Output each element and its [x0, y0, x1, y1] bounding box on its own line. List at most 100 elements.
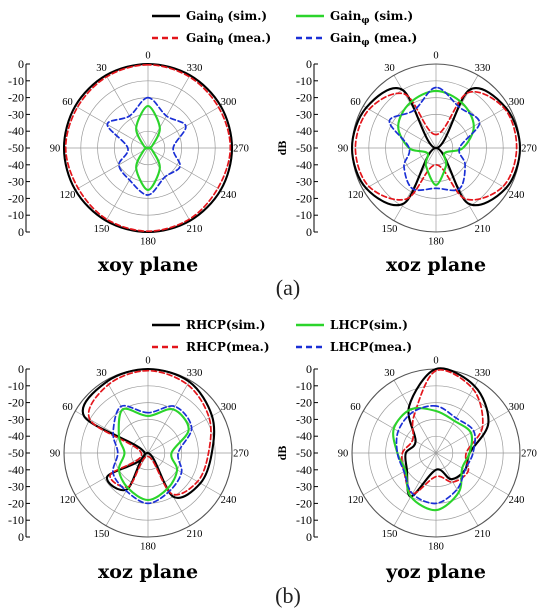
data-point: [445, 165, 446, 166]
data-point: [106, 76, 107, 77]
data-point: [152, 145, 153, 146]
data-point: [435, 503, 436, 504]
data-point: [464, 469, 465, 470]
radial-tick-label: 0: [18, 362, 24, 376]
angle-label: 210: [187, 529, 203, 540]
legend-entry-text: Gainθ (sim.): [186, 9, 267, 26]
data-point: [351, 147, 352, 148]
data-point: [189, 381, 190, 382]
data-point: [147, 368, 148, 369]
radial-tick-label: -30: [8, 175, 24, 189]
legend-entry-text: LHCP(mea.): [330, 340, 412, 354]
angle-label: 90: [338, 144, 349, 155]
data-point: [461, 102, 462, 103]
data-point: [505, 188, 506, 189]
data-point: [78, 188, 79, 189]
angle-label: 90: [50, 144, 61, 155]
grid-spoke: [147, 75, 191, 149]
series-curve-lhcp-sim-: [392, 407, 474, 512]
data-point: [147, 147, 148, 148]
data-point: [409, 147, 410, 148]
data-point: [435, 134, 436, 135]
data-point: [208, 452, 209, 453]
data-point: [173, 496, 174, 497]
data-point: [220, 189, 221, 190]
radial-tick-label: -30: [8, 412, 24, 426]
grid-spoke: [435, 380, 479, 454]
data-point: [414, 110, 415, 111]
data-point: [435, 469, 436, 470]
radial-tick-label: -20: [8, 496, 24, 510]
data-point: [122, 409, 123, 410]
data-point: [147, 97, 148, 98]
radial-tick-label: 0: [306, 225, 312, 239]
data-point: [404, 94, 405, 95]
legend-entry-text: Gainφ (mea.): [330, 31, 417, 48]
data-point: [136, 168, 137, 169]
data-point: [89, 419, 90, 420]
data-point: [435, 90, 436, 91]
data-point: [187, 384, 188, 385]
angle-label: 0: [433, 51, 438, 62]
angle-label: 60: [350, 97, 361, 108]
angle-label: 30: [384, 368, 395, 379]
radial-tick-label: -40: [8, 463, 24, 477]
angle-label: 330: [187, 368, 203, 379]
angle-label: 210: [187, 224, 203, 235]
angle-label: 270: [521, 449, 537, 460]
legend-entry-subscript: θ: [217, 16, 223, 26]
data-point: [147, 64, 148, 65]
data-point: [169, 490, 170, 491]
radial-tick-label: -10: [8, 513, 24, 527]
grid-spoke: [363, 410, 437, 454]
radial-tick-label: -20: [8, 191, 24, 205]
y-axis-title: dB: [275, 141, 289, 156]
data-point: [230, 147, 231, 148]
data-point: [105, 75, 106, 76]
angle-label: 240: [509, 190, 525, 201]
data-point: [435, 476, 436, 477]
grid-spoke: [147, 147, 191, 221]
grid-spoke: [435, 410, 509, 454]
angle-label: 270: [233, 144, 249, 155]
data-point: [164, 176, 165, 177]
data-point: [127, 147, 128, 148]
data-point: [462, 147, 463, 148]
data-point: [435, 405, 436, 406]
radial-tick-label: -10: [296, 74, 312, 88]
radial-tick-label: -10: [8, 379, 24, 393]
legend-entry-base: RHCP(mea.): [186, 340, 270, 354]
radial-tick-label: -20: [8, 91, 24, 105]
data-point: [467, 471, 468, 472]
data-point: [220, 105, 221, 106]
radial-tick-label: -40: [296, 158, 312, 172]
data-point: [75, 105, 76, 106]
data-point: [469, 89, 470, 90]
angle-label: 30: [384, 63, 395, 74]
data-point: [124, 452, 125, 453]
legend-entry-base: Gain: [186, 9, 218, 23]
data-point: [464, 164, 465, 165]
grid-spoke: [105, 147, 149, 221]
data-point: [519, 147, 520, 148]
data-point: [410, 409, 411, 410]
legend-entry-suffix: (mea.): [369, 31, 417, 45]
data-point: [112, 473, 113, 474]
data-point: [129, 179, 130, 180]
data-point: [147, 105, 148, 106]
radial-tick-label: -40: [8, 158, 24, 172]
data-point: [108, 384, 109, 385]
radial-tick-label: 0: [306, 57, 312, 71]
plane-label-2: xoz plane: [98, 561, 198, 583]
data-point: [412, 412, 413, 413]
data-point: [171, 493, 172, 494]
polar-chart-yoz-plane-b: 0 30 60 90 120 150 180 210 240 270 300 330 0 -10 -20 -3…: [275, 356, 537, 553]
data-point: [217, 188, 218, 189]
data-point: [185, 126, 186, 127]
data-point: [393, 428, 394, 429]
grid-spoke: [363, 147, 437, 191]
data-point: [435, 370, 436, 371]
legend-entry-subscript: φ: [361, 16, 369, 26]
data-point: [209, 417, 210, 418]
data-point: [459, 107, 460, 108]
